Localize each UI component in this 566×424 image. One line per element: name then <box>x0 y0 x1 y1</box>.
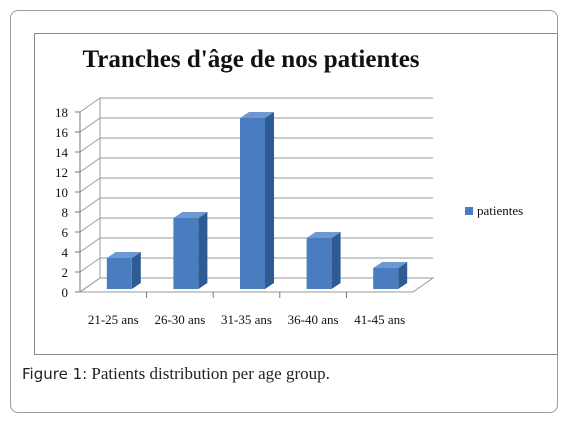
y-tick-label: 0 <box>62 285 69 300</box>
gridline-side <box>79 177 101 193</box>
y-tick-label: 12 <box>55 165 68 180</box>
floor <box>78 277 435 293</box>
x-tick-label: 26-30 ans <box>154 312 205 327</box>
bar-top <box>173 212 208 218</box>
y-tick-label: 6 <box>62 225 69 240</box>
bar-top <box>306 232 341 238</box>
bar <box>106 258 132 289</box>
y-tick-label: 8 <box>62 205 69 220</box>
chart-title: Tranches d'âge de nos patientes <box>82 46 419 73</box>
y-tick-label: 2 <box>62 265 69 280</box>
caption-label: Figure 1: <box>22 365 88 383</box>
gridline-side <box>79 157 101 173</box>
y-tick-label: 10 <box>55 185 68 200</box>
legend-label: patientes <box>477 203 523 218</box>
y-tick-label: 18 <box>55 105 68 120</box>
figure-container: Tranches d'âge de nos patientes 0 2 4 6 8 10 12… <box>10 10 558 413</box>
bar-top <box>106 252 141 258</box>
caption-text: Patients distribution per age group. <box>87 364 330 383</box>
bar <box>373 268 399 289</box>
bar-side <box>331 232 341 289</box>
bar-top <box>240 112 274 118</box>
gridline-side <box>79 117 101 133</box>
y-tick-label: 16 <box>55 125 69 140</box>
bar-side <box>265 112 274 289</box>
gridline-side <box>79 257 101 273</box>
bar-side <box>398 262 408 289</box>
chart-area <box>34 33 558 355</box>
x-tick-label: 41-45 ans <box>354 312 405 327</box>
legend-swatch <box>465 207 473 215</box>
bar <box>240 118 265 289</box>
bar <box>306 238 332 289</box>
figure-caption: Figure 1: Patients distribution per age … <box>22 364 330 384</box>
gridline-side <box>79 237 101 253</box>
bar-side <box>198 212 208 289</box>
gridline-side <box>79 97 101 113</box>
bar-side <box>131 252 141 289</box>
x-tick-label: 31-35 ans <box>221 312 272 327</box>
gridline-side <box>79 137 101 153</box>
x-tick-label: 21-25 ans <box>88 312 139 327</box>
bar-chart: Tranches d'âge de nos patientes 0 2 4 6 8 10 12… <box>55 46 523 327</box>
gridline-side <box>79 217 101 233</box>
y-tick-label: 14 <box>55 145 69 160</box>
bar-top <box>373 262 408 268</box>
y-tick-label: 4 <box>62 245 69 260</box>
bar <box>173 218 199 289</box>
x-tick-label: 36-40 ans <box>288 312 339 327</box>
gridline-side <box>79 197 101 213</box>
